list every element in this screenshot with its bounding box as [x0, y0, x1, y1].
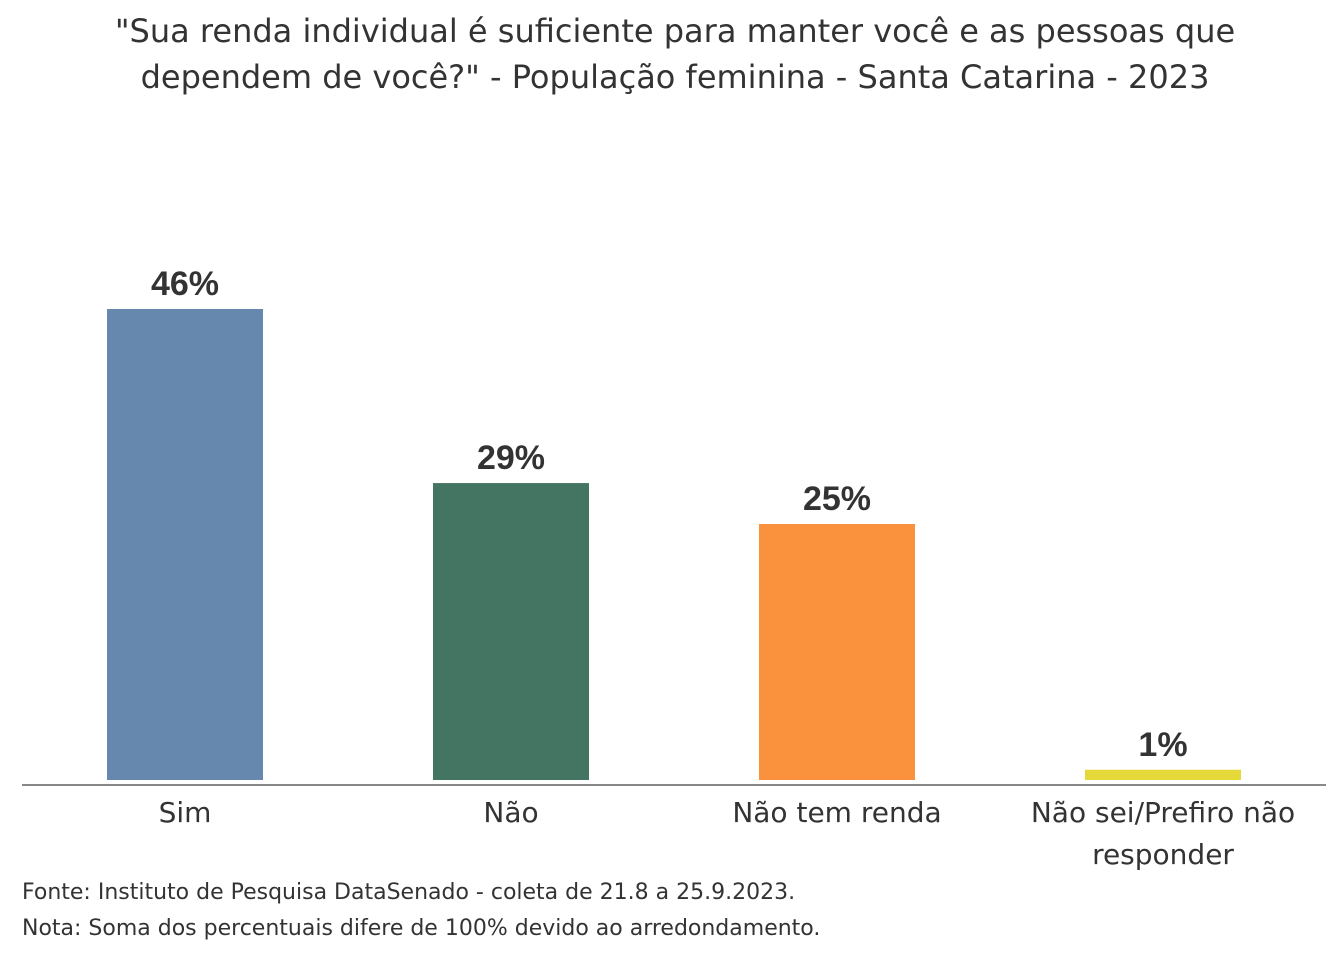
source-note: Fonte: Instituto de Pesquisa DataSenado …	[22, 880, 796, 905]
data-label-1: 46%	[151, 265, 219, 303]
category-label-4-line-1: Não sei/Prefiro não	[1031, 796, 1295, 829]
bar-3	[759, 524, 915, 780]
bar-chart: 46% Sim 29% Não 25% Não tem renda 1% Não sei/Pr…	[22, 265, 1326, 871]
category-label-1: Sim	[159, 796, 212, 829]
bar-2	[433, 483, 589, 780]
category-label-4-line-2: responder	[1092, 838, 1234, 871]
data-label-2: 29%	[477, 439, 545, 477]
data-label-3: 25%	[803, 480, 871, 518]
category-label-3: Não tem renda	[732, 796, 941, 829]
bar-4	[1085, 769, 1241, 780]
data-label-4: 1%	[1138, 726, 1187, 764]
bar-1	[107, 309, 263, 780]
footnotes: Fonte: Instituto de Pesquisa DataSenado …	[22, 875, 820, 947]
rounding-note: Nota: Soma dos percentuais difere de 100…	[22, 916, 821, 941]
chart-title: "Sua renda individual é suficiente para …	[114, 12, 1236, 96]
category-label-2: Não	[483, 796, 538, 829]
